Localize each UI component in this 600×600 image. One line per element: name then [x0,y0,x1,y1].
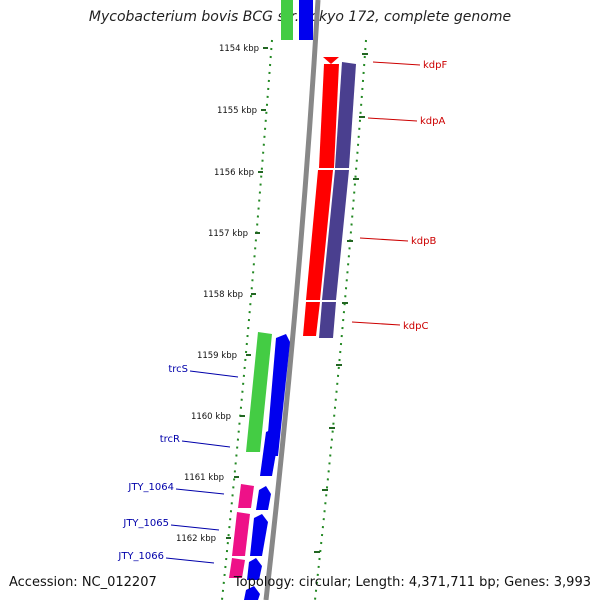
JTY_1066-label[interactable]: JTY_1066 [117,551,164,562]
kdpC-cds [319,302,336,338]
kdpB-cds [322,170,349,300]
kdpA-leader [367,117,418,122]
tick-label: 1161 kbp [184,473,224,483]
JTY_1066-leader [165,557,215,564]
JTY_1065-blue [250,514,268,556]
kdpA-cds [335,62,356,168]
summary-text: Topology: circular; Length: 4,371,711 bp… [233,575,591,590]
inner-dotted-track [221,39,273,600]
trcS-label[interactable]: trcS [168,364,188,375]
tick-label: 1159 kbp [197,351,237,361]
tick-label: 1158 kbp [203,290,243,300]
JTY_1065-leader [170,524,220,531]
JTY_1064-magenta [238,484,254,508]
kdp-purple-cds [319,62,356,338]
kdpA-label[interactable]: kdpA [420,116,445,127]
tick-label: 1157 kbp [208,229,248,239]
JTY_1065-magenta [232,512,250,556]
kdpC-leader [351,321,401,326]
accession-text: Accession: NC_012207 [9,575,157,590]
bottom-blue-cds [244,586,260,600]
tick-label: 1156 kbp [214,168,254,178]
right-gene-labels: kdpF kdpA kdpB kdpC [351,60,447,332]
trcS-rna-feature [246,332,272,452]
top-blue-feature [299,0,313,40]
genome-backbone [263,0,321,600]
kdpC-gene [303,302,320,336]
outer-track-dashes [314,53,368,553]
kdpF-label[interactable]: kdpF [423,60,447,71]
left-gene-labels: trcS trcR JTY_1064 JTY_1065 JTY_1066 [117,364,239,564]
outer-dotted-track [314,39,367,600]
kdpB-gene [306,170,333,300]
tick-label: 1154 kbp [219,44,259,54]
tick-label: 1155 kbp [217,106,257,116]
JTY_1066-blue [247,558,262,580]
JTY_1064-leader [175,488,225,495]
kbp-ticks: 1154 kbp 1155 kbp 1156 kbp 1157 kbp 1158… [176,44,268,544]
JTY_1064-blue [256,486,271,510]
trcR-label[interactable]: trcR [160,434,180,445]
top-green-feature [281,0,293,40]
JTY_1065-label[interactable]: JTY_1065 [122,518,169,529]
JTY_1066-magenta [229,558,245,578]
trcR-leader [181,440,231,448]
trcR-cds [260,428,279,476]
kdpB-leader [359,237,409,242]
kdpA-gene [319,64,339,168]
kdp-red-genes [303,57,339,336]
JTY_1064-label[interactable]: JTY_1064 [127,482,174,493]
kdpB-label[interactable]: kdpB [411,236,436,247]
kdpF-arrow [323,57,339,64]
kdpF-leader [372,61,421,66]
kdpC-label[interactable]: kdpC [403,321,428,332]
trcS-leader [189,370,239,378]
tick-label: 1160 kbp [191,412,231,422]
trcS-cds [266,334,290,456]
tick-label: 1162 kbp [176,534,216,544]
